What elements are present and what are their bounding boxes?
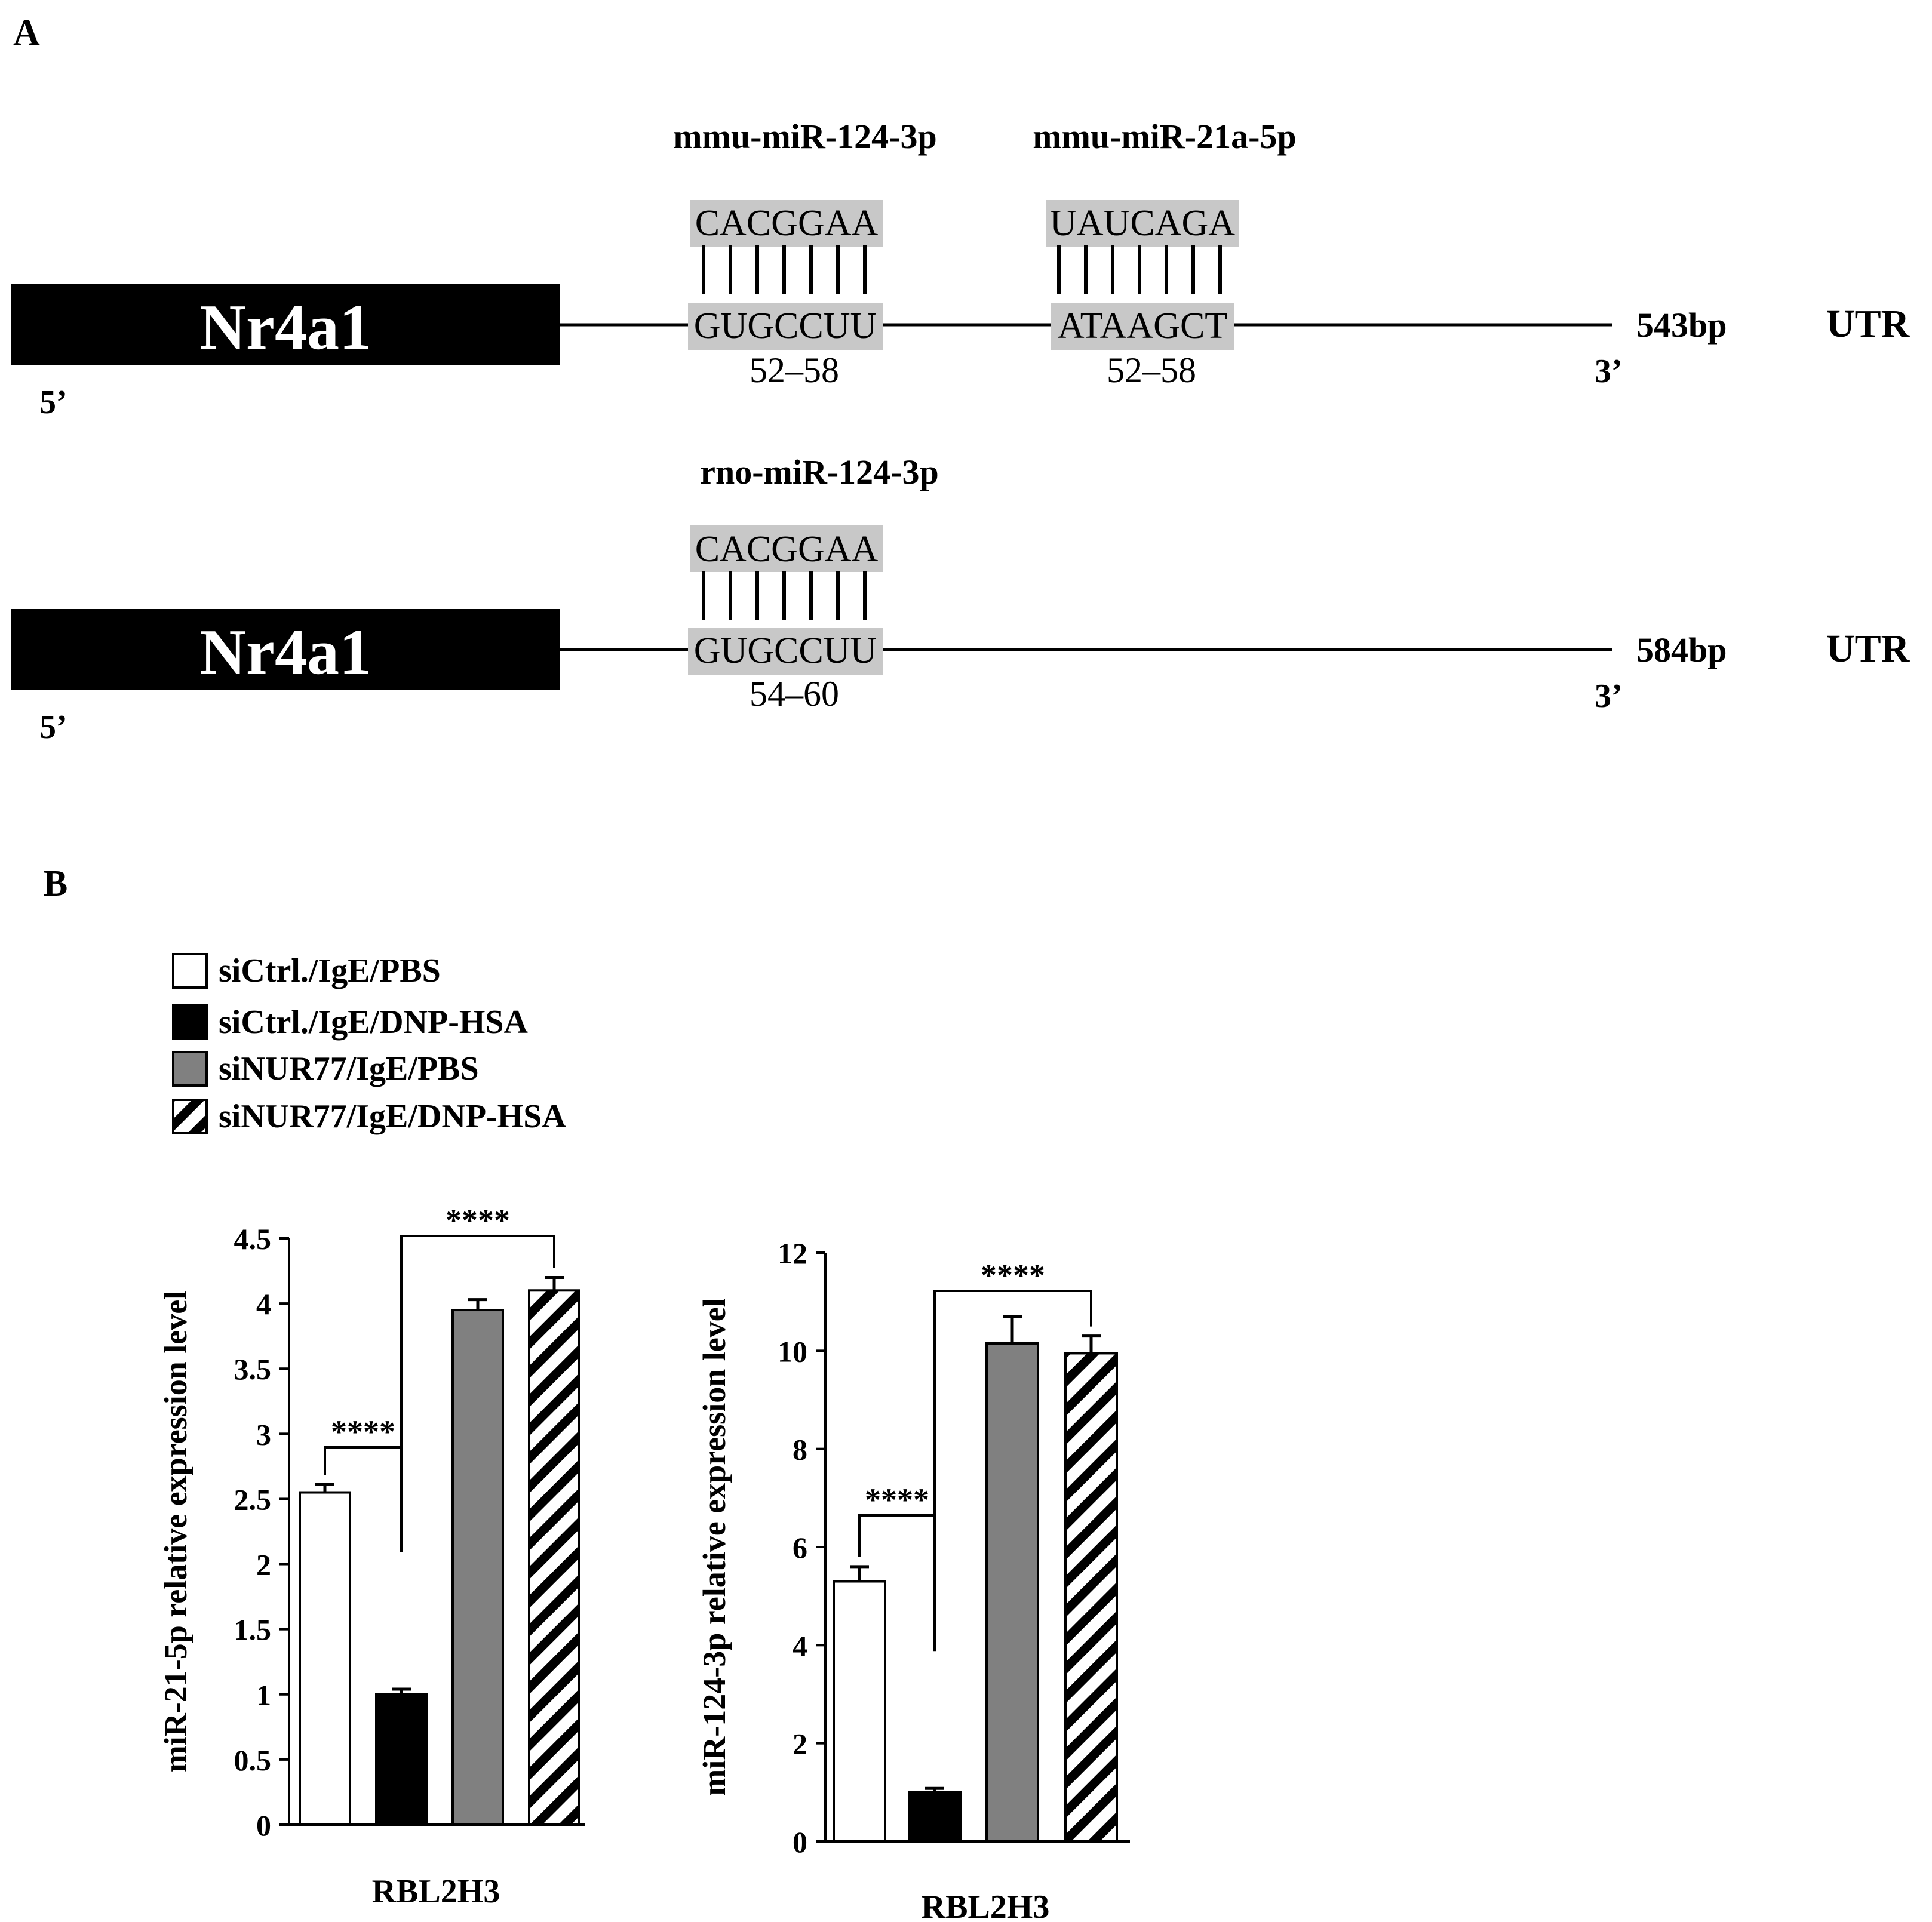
legend-item: siNUR77/IgE/DNP-HSA xyxy=(172,1098,566,1135)
significance-label: **** xyxy=(865,1482,929,1518)
y-tick-label: 2 xyxy=(793,1727,807,1761)
utr-length: 543bp xyxy=(1636,306,1727,345)
five-prime-label: 5’ xyxy=(39,709,67,746)
significance-bracket xyxy=(324,1446,403,1475)
bar xyxy=(1064,1352,1118,1843)
site-position: 52–58 xyxy=(1107,350,1196,390)
legend-swatch xyxy=(172,953,208,989)
base-pair-lines xyxy=(702,571,867,620)
legend-label: siCtrl./IgE/PBS xyxy=(219,952,441,989)
y-tick-label: 8 xyxy=(793,1433,807,1466)
site-position: 52–58 xyxy=(750,350,839,390)
gene-box xyxy=(11,609,560,690)
y-tick-label: 4 xyxy=(793,1629,807,1662)
target-seq: GUGCCUU xyxy=(694,631,877,671)
base-pair-lines xyxy=(702,245,867,294)
significance-bracket xyxy=(858,1514,936,1557)
gene-box xyxy=(11,284,560,365)
three-prime-label: 3’ xyxy=(1595,678,1623,715)
binding-site: mmu-miR-124-3p CACGGAA GUGCCUU 52–58 xyxy=(673,117,936,390)
significance-label: **** xyxy=(981,1257,1045,1293)
y-axis-label: miR-21-5p relative expression level xyxy=(158,1291,193,1772)
bar xyxy=(985,1342,1039,1843)
mirna-seq: UAUCAGA xyxy=(1050,203,1235,244)
mirna-seq-highlight xyxy=(690,525,883,572)
y-tick-label: 0 xyxy=(256,1809,271,1842)
target-seq: ATAAGCT xyxy=(1058,306,1227,346)
legend-item: siCtrl./IgE/PBS xyxy=(172,952,441,989)
y-tick-label: 4 xyxy=(256,1287,271,1321)
legend-label: siNUR77/IgE/DNP-HSA xyxy=(219,1098,566,1135)
legend-swatch xyxy=(172,1004,208,1040)
mirna-seq: CACGGAA xyxy=(695,203,879,244)
five-prime-label: 5’ xyxy=(39,384,67,421)
utr-diagram-row-2: Nr4a1 rno-miR-124-3p CACGGAA GUGCCUU 54– xyxy=(11,453,1911,746)
bar-chart-mir-21-5p: 0 0.5 1 1.5 2 2.5 3 3.5 4 4.5 miR-21-5p relative e… xyxy=(158,1203,585,1910)
bar xyxy=(908,1791,962,1843)
mirna-name: mmu-miR-21a-5p xyxy=(1033,117,1296,156)
panel-b: B siCtrl./IgE/PBS siCtrl./IgE/DNP-HSA si… xyxy=(43,863,1130,1922)
target-seq: GUGCCUU xyxy=(694,306,877,346)
legend-swatch xyxy=(172,1099,208,1134)
y-tick-label: 2.5 xyxy=(234,1483,272,1516)
y-tick-label: 2 xyxy=(256,1548,271,1582)
target-seq-highlight xyxy=(688,628,883,675)
bar-chart-mir-124-3p: 0 2 4 6 8 10 12 miR-124-3p relative expression … xyxy=(696,1237,1130,1922)
utr-region-label: UTR xyxy=(1826,302,1911,346)
y-tick-label: 1.5 xyxy=(234,1613,272,1647)
three-prime-label: 3’ xyxy=(1595,353,1623,390)
legend-item: siNUR77/IgE/PBS xyxy=(172,1050,479,1087)
mirna-name: mmu-miR-124-3p xyxy=(673,117,936,156)
y-axis-label: miR-124-3p relative expression level xyxy=(696,1298,732,1795)
x-axis-label: RBL2H3 xyxy=(372,1873,500,1910)
target-seq-highlight xyxy=(1051,303,1234,350)
panel-a: A Nr4a1 mmu-miR-124-3p CACGGAA xyxy=(11,13,1911,746)
binding-site: rno-miR-124-3p CACGGAA GUGCCUU 54–60 xyxy=(688,453,939,714)
y-tick-label: 12 xyxy=(778,1237,807,1270)
legend-label: siCtrl./IgE/DNP-HSA xyxy=(219,1004,529,1041)
legend-label: siNUR77/IgE/PBS xyxy=(219,1050,479,1087)
mirna-name: rno-miR-124-3p xyxy=(700,453,939,491)
x-axis-label: RBL2H3 xyxy=(922,1889,1050,1922)
bar xyxy=(833,1580,886,1843)
y-tick-label: 3.5 xyxy=(234,1352,272,1386)
y-tick-label: 0 xyxy=(793,1825,807,1859)
significance-label: **** xyxy=(331,1414,395,1450)
site-position: 54–60 xyxy=(750,674,839,714)
binding-site: mmu-miR-21a-5p UAUCAGA ATAAGCT 52–58 xyxy=(1033,117,1296,390)
bar xyxy=(451,1309,504,1826)
y-tick-label: 3 xyxy=(256,1417,271,1451)
significance-bracket xyxy=(400,1235,555,1552)
gene-label: Nr4a1 xyxy=(199,617,371,688)
mirna-seq-highlight xyxy=(1046,200,1239,247)
mirna-seq: CACGGAA xyxy=(695,529,879,570)
mirna-seq-highlight xyxy=(690,200,883,247)
y-tick-label: 4.5 xyxy=(234,1222,272,1256)
utr-diagram-row-1: Nr4a1 mmu-miR-124-3p CACGGAA GUGCCUU xyxy=(11,117,1911,421)
legend-swatch xyxy=(172,1051,208,1087)
utr-region-label: UTR xyxy=(1826,627,1911,671)
y-tick-label: 0.5 xyxy=(234,1743,272,1777)
significance-bracket xyxy=(933,1290,1092,1652)
bar xyxy=(528,1289,580,1826)
gene-label: Nr4a1 xyxy=(199,292,371,363)
base-pair-lines xyxy=(1057,245,1222,294)
panel-b-label: B xyxy=(43,863,67,904)
bar xyxy=(375,1693,428,1826)
panel-a-label: A xyxy=(13,13,40,53)
y-tick-label: 6 xyxy=(793,1531,807,1564)
target-seq-highlight xyxy=(688,303,883,350)
legend: siCtrl./IgE/PBS siCtrl./IgE/DNP-HSA siNU… xyxy=(172,952,566,1135)
utr-length: 584bp xyxy=(1636,631,1727,669)
bar xyxy=(299,1491,351,1826)
y-tick-label: 10 xyxy=(778,1334,807,1368)
y-tick-label: 1 xyxy=(256,1678,271,1712)
significance-label: **** xyxy=(446,1203,510,1238)
legend-item: siCtrl./IgE/DNP-HSA xyxy=(172,1004,529,1041)
